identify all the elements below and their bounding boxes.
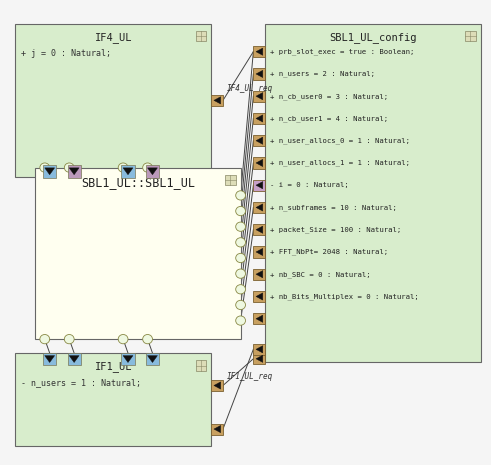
Circle shape xyxy=(118,334,128,344)
Text: + prb_slot_exec = true : Boolean;: + prb_slot_exec = true : Boolean; xyxy=(270,48,414,55)
Polygon shape xyxy=(123,356,133,363)
Bar xyxy=(253,353,265,365)
Bar xyxy=(211,380,223,391)
Polygon shape xyxy=(256,70,263,78)
Polygon shape xyxy=(256,226,263,233)
Polygon shape xyxy=(147,356,158,363)
Polygon shape xyxy=(45,168,55,175)
Polygon shape xyxy=(214,382,220,389)
Bar xyxy=(43,353,56,365)
Polygon shape xyxy=(256,93,263,100)
Bar xyxy=(211,424,223,435)
Polygon shape xyxy=(256,159,263,166)
Bar xyxy=(253,313,265,324)
Text: + nb_SBC = 0 : Natural;: + nb_SBC = 0 : Natural; xyxy=(270,271,371,278)
Polygon shape xyxy=(214,97,220,104)
Bar xyxy=(68,353,81,365)
Text: - n_users = 1 : Natural;: - n_users = 1 : Natural; xyxy=(21,379,141,387)
Bar xyxy=(121,165,135,178)
Text: + n_user_allocs_1 = 1 : Natural;: + n_user_allocs_1 = 1 : Natural; xyxy=(270,159,410,166)
Bar xyxy=(253,246,265,258)
Bar xyxy=(253,269,265,280)
Polygon shape xyxy=(256,345,263,353)
Polygon shape xyxy=(256,115,263,122)
Bar xyxy=(121,353,135,365)
Bar xyxy=(253,157,265,168)
Bar xyxy=(253,344,265,355)
Polygon shape xyxy=(256,271,263,278)
Polygon shape xyxy=(45,356,55,363)
Circle shape xyxy=(236,206,246,216)
Circle shape xyxy=(236,238,246,247)
Bar xyxy=(146,353,159,365)
Bar xyxy=(195,31,206,41)
Bar xyxy=(15,353,211,446)
Text: + n_subframes = 10 : Natural;: + n_subframes = 10 : Natural; xyxy=(270,204,397,211)
Bar xyxy=(43,165,56,178)
Bar xyxy=(253,91,265,102)
Bar xyxy=(68,165,81,178)
Circle shape xyxy=(236,269,246,278)
Bar xyxy=(253,68,265,80)
Text: IF4_UL: IF4_UL xyxy=(95,32,132,43)
Polygon shape xyxy=(256,315,263,322)
Polygon shape xyxy=(123,168,133,175)
Text: + nb_Bits_Multiplex = 0 : Natural;: + nb_Bits_Multiplex = 0 : Natural; xyxy=(270,293,419,300)
Bar xyxy=(253,224,265,235)
Circle shape xyxy=(143,163,153,172)
Polygon shape xyxy=(256,182,263,189)
Circle shape xyxy=(40,163,50,172)
Text: + n_cb_user0 = 3 : Natural;: + n_cb_user0 = 3 : Natural; xyxy=(270,93,388,100)
Text: IF1_UL_req: IF1_UL_req xyxy=(227,372,273,381)
Circle shape xyxy=(64,163,74,172)
Bar xyxy=(146,165,159,178)
Circle shape xyxy=(64,334,74,344)
Polygon shape xyxy=(69,168,79,175)
Text: IF1_UL: IF1_UL xyxy=(95,361,132,372)
Circle shape xyxy=(236,222,246,232)
Text: + n_users = 2 : Natural;: + n_users = 2 : Natural; xyxy=(270,71,375,77)
Polygon shape xyxy=(214,425,220,433)
Bar xyxy=(465,31,476,41)
Bar xyxy=(15,24,211,177)
Text: SBL1_UL_config: SBL1_UL_config xyxy=(329,32,416,43)
Polygon shape xyxy=(69,356,79,363)
Bar xyxy=(253,179,265,191)
Polygon shape xyxy=(256,204,263,211)
Text: + n_user_allocs_0 = 1 : Natural;: + n_user_allocs_0 = 1 : Natural; xyxy=(270,137,410,144)
Polygon shape xyxy=(256,137,263,144)
Circle shape xyxy=(143,334,153,344)
Text: SBL1_UL::SBL1_UL: SBL1_UL::SBL1_UL xyxy=(81,176,195,189)
Polygon shape xyxy=(256,355,263,362)
Polygon shape xyxy=(256,48,263,55)
Text: + n_cb_user1 = 4 : Natural;: + n_cb_user1 = 4 : Natural; xyxy=(270,115,388,122)
Text: + j = 0 : Natural;: + j = 0 : Natural; xyxy=(21,49,111,59)
Circle shape xyxy=(118,163,128,172)
Bar xyxy=(195,360,206,371)
Bar xyxy=(225,175,236,185)
Text: + packet_Size = 100 : Natural;: + packet_Size = 100 : Natural; xyxy=(270,226,401,233)
Bar xyxy=(253,202,265,213)
Polygon shape xyxy=(256,293,263,300)
Circle shape xyxy=(236,253,246,263)
Text: - i = 0 : Natural;: - i = 0 : Natural; xyxy=(270,182,349,188)
Bar xyxy=(211,95,223,106)
Text: IF4_UL_req: IF4_UL_req xyxy=(227,85,273,93)
Circle shape xyxy=(236,191,246,200)
Circle shape xyxy=(40,334,50,344)
Bar xyxy=(35,167,241,339)
Bar xyxy=(265,24,481,362)
Bar xyxy=(253,291,265,302)
Polygon shape xyxy=(256,248,263,256)
Bar xyxy=(253,113,265,124)
Bar xyxy=(253,46,265,57)
Polygon shape xyxy=(147,168,158,175)
Circle shape xyxy=(236,285,246,294)
Text: + FFT_NbPt= 2048 : Natural;: + FFT_NbPt= 2048 : Natural; xyxy=(270,249,388,255)
Bar xyxy=(253,135,265,146)
Circle shape xyxy=(236,316,246,325)
Circle shape xyxy=(236,300,246,310)
